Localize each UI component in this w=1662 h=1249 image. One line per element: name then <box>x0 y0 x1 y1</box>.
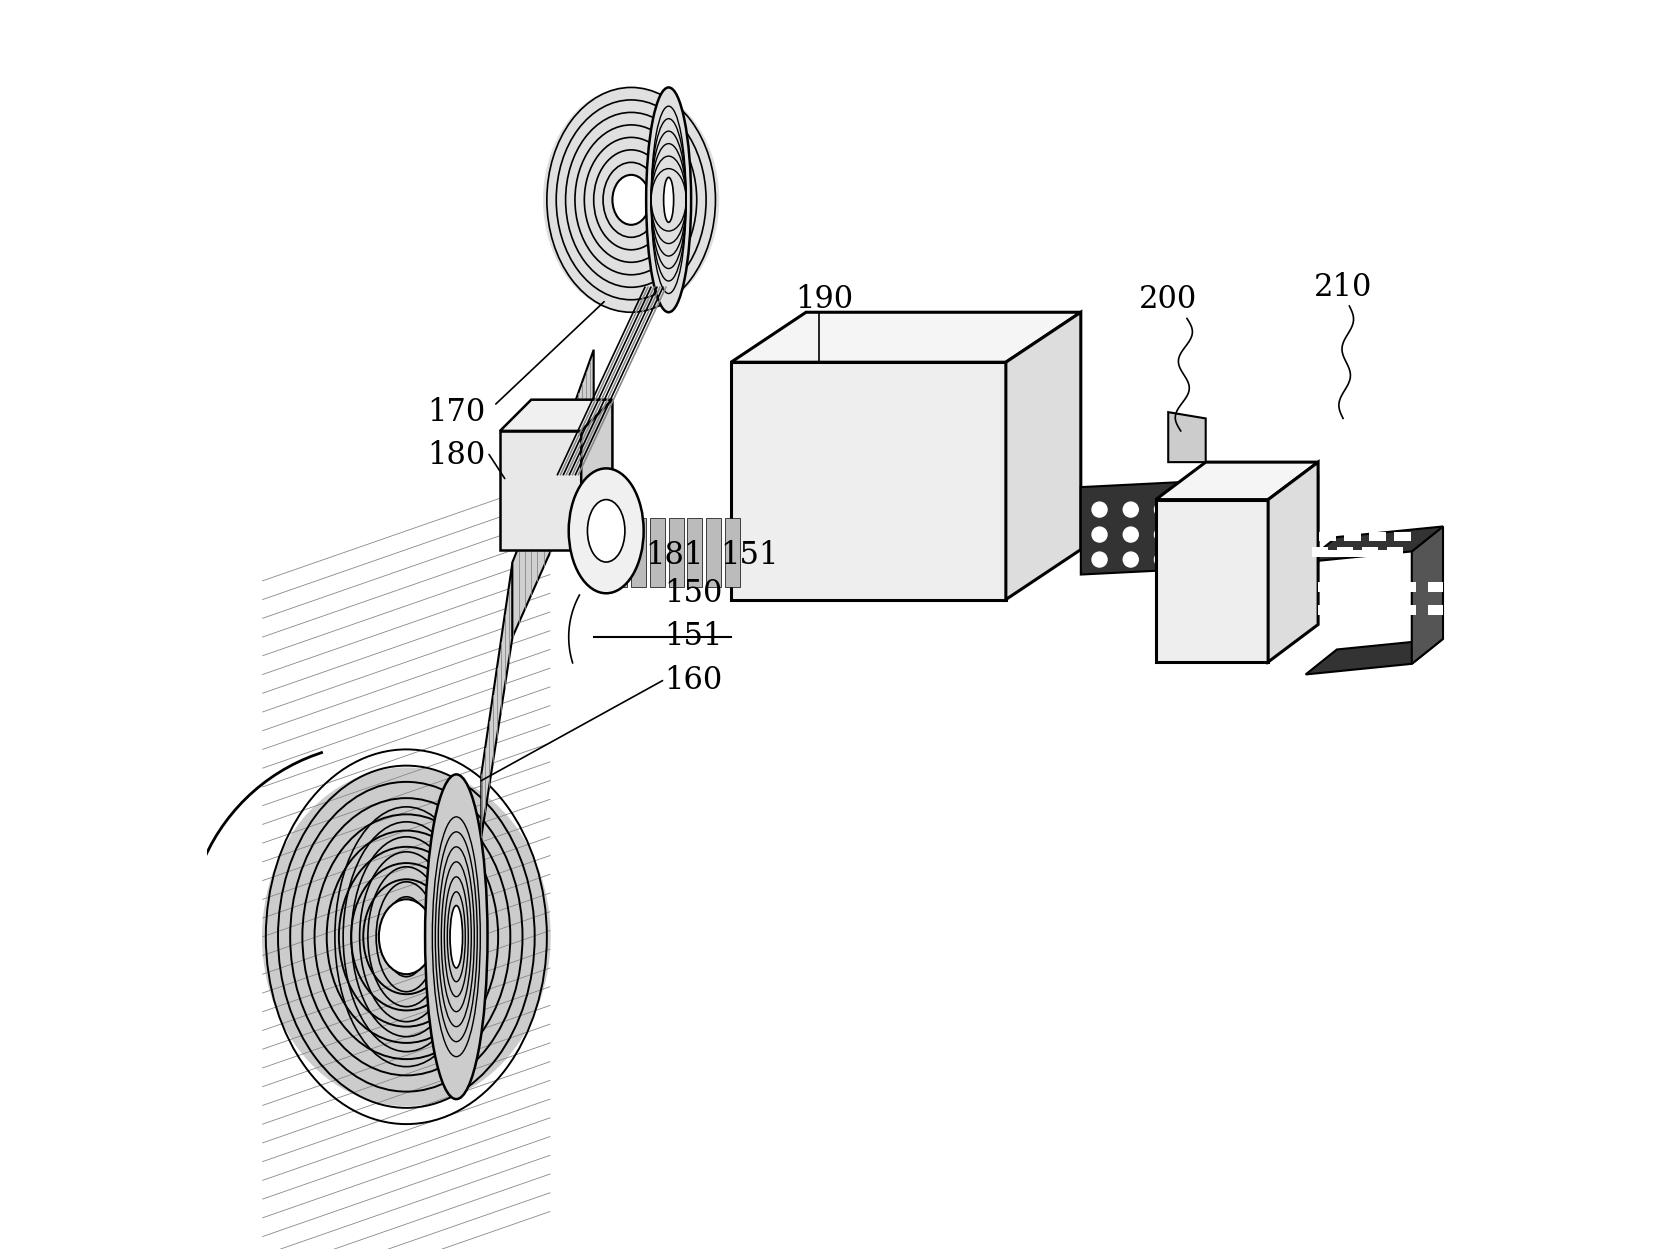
Circle shape <box>1185 502 1200 517</box>
Bar <box>1346 582 1361 592</box>
Polygon shape <box>1306 527 1443 562</box>
Bar <box>1401 582 1416 592</box>
Ellipse shape <box>425 774 487 1099</box>
Circle shape <box>1185 552 1200 567</box>
Polygon shape <box>512 437 562 637</box>
Bar <box>1361 547 1378 556</box>
Polygon shape <box>482 562 512 837</box>
Bar <box>1376 517 1393 526</box>
Circle shape <box>1217 552 1232 567</box>
Bar <box>1320 532 1336 541</box>
Polygon shape <box>1306 638 1443 674</box>
Bar <box>612 518 628 587</box>
Text: 210: 210 <box>1315 272 1373 302</box>
Bar <box>1373 582 1388 592</box>
Circle shape <box>1155 552 1170 567</box>
Text: 180: 180 <box>427 441 485 471</box>
Bar <box>1326 517 1343 526</box>
Bar <box>1318 582 1333 592</box>
Ellipse shape <box>568 468 643 593</box>
Text: 200: 200 <box>1138 285 1197 315</box>
Circle shape <box>1124 502 1138 517</box>
Bar <box>593 518 608 587</box>
Circle shape <box>1155 502 1170 517</box>
Circle shape <box>1092 527 1107 542</box>
Text: 160: 160 <box>665 666 723 696</box>
Bar <box>1369 532 1386 541</box>
Circle shape <box>1092 552 1107 567</box>
Ellipse shape <box>587 500 625 562</box>
Circle shape <box>1248 527 1263 542</box>
Ellipse shape <box>663 177 673 222</box>
Bar <box>1401 605 1416 615</box>
Bar <box>706 518 721 587</box>
Circle shape <box>1124 527 1138 542</box>
Circle shape <box>1280 552 1295 567</box>
Bar <box>1336 547 1353 556</box>
Bar <box>668 518 683 587</box>
Polygon shape <box>731 312 1080 362</box>
Circle shape <box>1248 552 1263 567</box>
Bar <box>1345 532 1361 541</box>
Bar <box>1346 605 1361 615</box>
Bar <box>731 362 1006 600</box>
Bar <box>688 518 703 587</box>
Text: 170: 170 <box>427 397 485 427</box>
Circle shape <box>1248 502 1263 517</box>
Circle shape <box>1092 502 1107 517</box>
Text: 150: 150 <box>665 578 723 608</box>
Text: 151: 151 <box>665 622 723 652</box>
Polygon shape <box>1411 527 1443 664</box>
Ellipse shape <box>612 175 650 225</box>
Bar <box>632 518 647 587</box>
Circle shape <box>1155 527 1170 542</box>
Polygon shape <box>1168 412 1205 462</box>
Bar <box>1373 605 1388 615</box>
Bar <box>1386 547 1403 556</box>
Text: 190: 190 <box>796 285 854 315</box>
Bar <box>1428 582 1443 592</box>
Polygon shape <box>263 768 550 1105</box>
Polygon shape <box>1080 475 1318 575</box>
Bar <box>1428 605 1443 615</box>
Polygon shape <box>1155 462 1318 500</box>
Circle shape <box>1217 502 1232 517</box>
Bar <box>1311 547 1328 556</box>
Polygon shape <box>500 400 612 431</box>
Bar <box>725 518 740 587</box>
Ellipse shape <box>379 899 434 974</box>
Circle shape <box>1280 527 1295 542</box>
Bar <box>1318 605 1333 615</box>
Polygon shape <box>582 400 612 550</box>
Bar <box>1394 532 1411 541</box>
Circle shape <box>1280 502 1295 517</box>
Circle shape <box>1217 527 1232 542</box>
Bar <box>1155 500 1268 662</box>
Polygon shape <box>543 87 718 312</box>
Bar <box>650 518 665 587</box>
Circle shape <box>1124 552 1138 567</box>
Ellipse shape <box>647 87 691 312</box>
Text: 181: 181 <box>647 541 705 571</box>
Circle shape <box>1185 527 1200 542</box>
Polygon shape <box>1268 462 1318 662</box>
Bar <box>500 431 582 550</box>
Bar <box>1401 517 1418 526</box>
Ellipse shape <box>450 906 462 968</box>
Polygon shape <box>562 350 593 525</box>
Text: 151: 151 <box>721 541 779 571</box>
Polygon shape <box>1006 312 1080 600</box>
Bar <box>1311 550 1399 557</box>
Bar <box>1351 517 1368 526</box>
